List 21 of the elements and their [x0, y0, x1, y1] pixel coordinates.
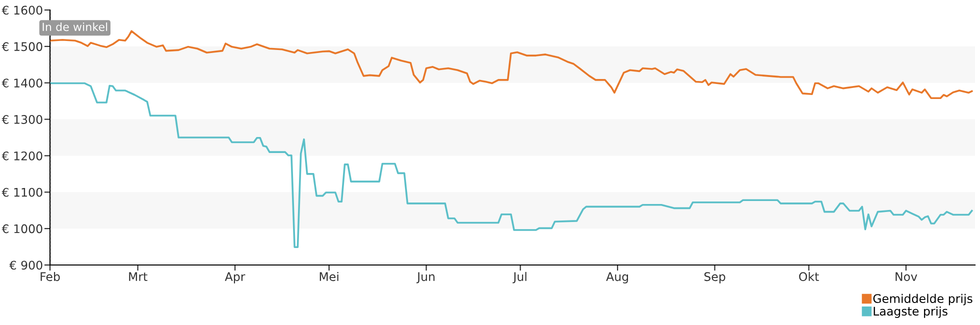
y-tick-label: € 1600	[2, 6, 42, 15]
x-tick-label: Mrt	[129, 272, 148, 281]
x-tick-label: Nov	[896, 272, 918, 282]
ref-line-label: In de winkel	[42, 22, 108, 32]
x-tick-label: Mei	[320, 272, 338, 282]
y-tick-label: € 1200	[2, 151, 42, 160]
x-tick-label: Feb	[40, 272, 60, 282]
x-tick-label: Jul	[512, 272, 526, 284]
y-tick-label: € 1300	[2, 115, 42, 124]
x-tick-label: Okt	[799, 272, 819, 282]
y-tick-label: € 1500	[2, 42, 42, 52]
x-tick-label: Apr	[224, 272, 246, 284]
x-tick-label: Sep	[704, 272, 726, 284]
y-tick-label: € 1100	[2, 188, 42, 197]
legend-label: Gemiddelde prijs	[873, 294, 972, 306]
y-tick-label: € 900	[9, 260, 42, 270]
y-tick-label: € 1400	[2, 78, 42, 88]
legend-label: Laagste prijs	[874, 306, 948, 318]
y-tick-label: € 1000	[2, 224, 42, 234]
x-tick-label: Aug	[606, 272, 628, 284]
x-tick-label: Jun	[416, 272, 434, 284]
